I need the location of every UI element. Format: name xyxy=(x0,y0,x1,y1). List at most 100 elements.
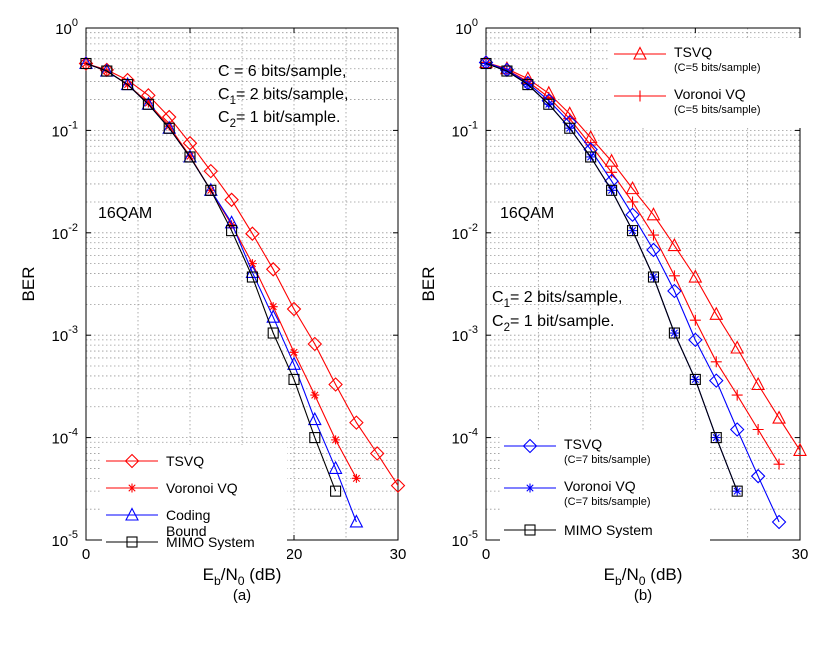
series-4 xyxy=(80,57,342,497)
legend-marker xyxy=(633,46,647,60)
data-point xyxy=(247,259,257,269)
data-point xyxy=(752,423,764,435)
data-point xyxy=(351,473,361,483)
panel-label: (b) xyxy=(634,587,652,604)
y-tick-label: 10-5 xyxy=(452,529,478,550)
series-line xyxy=(485,62,738,492)
data-point xyxy=(224,215,239,229)
legend-label: Bound xyxy=(166,523,206,539)
y-tick-label: 10-2 xyxy=(52,222,78,243)
parameter-note: C2​= 1 bit/sample. xyxy=(218,109,340,130)
y-tick-label: 10-4 xyxy=(452,427,478,448)
legend-label: Voronoi VQ xyxy=(166,480,238,496)
legend-box xyxy=(610,38,802,128)
data-point xyxy=(226,225,238,237)
legend-sublabel: (C=7 bits/sample) xyxy=(564,454,651,466)
data-point xyxy=(78,56,94,71)
legend: TSVQ (C=5 bits/sample) Voronoi VQ (C=5 bits… xyxy=(610,38,802,128)
series-3 xyxy=(478,55,787,530)
x-axis-label: Eb​/N0​ (dB) xyxy=(604,565,683,588)
data-point xyxy=(245,226,260,241)
legend-label: Voronoi VQ xyxy=(564,478,636,494)
series-5 xyxy=(480,57,743,497)
data-point xyxy=(480,57,492,70)
data-point xyxy=(710,356,722,368)
parameter-note: C = 6 bits/sample, xyxy=(218,63,347,80)
data-point xyxy=(564,122,576,134)
data-point xyxy=(751,376,766,391)
data-point xyxy=(689,373,701,385)
data-point xyxy=(688,332,703,348)
data-point xyxy=(647,271,660,283)
data-point xyxy=(288,373,300,385)
legend-label: TSVQ xyxy=(166,453,204,469)
data-point xyxy=(349,415,364,430)
x-axis-label: Eb​/N0​ (dB) xyxy=(203,565,282,588)
series-2 xyxy=(480,57,785,470)
x-tick-label: 30 xyxy=(792,546,809,563)
y-tick-label: 100 xyxy=(55,17,78,38)
data-point xyxy=(625,180,640,195)
data-point xyxy=(522,79,534,91)
parameter-note: C2​= 1 bit/sample. xyxy=(492,313,614,334)
data-point xyxy=(224,192,239,208)
legend-box xyxy=(500,430,710,562)
data-point xyxy=(732,486,742,496)
data-point xyxy=(731,389,743,401)
data-point xyxy=(265,262,281,277)
data-point xyxy=(143,98,153,108)
legend-sublabel: (C=7 bits/sample) xyxy=(564,496,651,508)
data-point xyxy=(80,57,92,70)
data-point xyxy=(606,166,618,178)
legend: TSVQ (C=7 bits/sample) Voronoi VQ (C=7 bits… xyxy=(500,430,710,562)
data-point xyxy=(289,347,299,357)
data-point xyxy=(647,229,659,241)
x-tick-label: 30 xyxy=(390,546,407,563)
legend-label: TSVQ xyxy=(674,44,712,60)
data-point xyxy=(287,356,301,370)
series-line xyxy=(85,62,399,486)
data-point xyxy=(668,327,680,339)
y-axis-label: BER xyxy=(19,267,38,302)
data-point xyxy=(793,442,807,456)
legend-label: MIMO System xyxy=(166,534,255,550)
y-tick-label: 10-4 xyxy=(52,427,78,448)
data-point xyxy=(101,65,113,77)
data-point xyxy=(667,237,682,252)
legend-marker xyxy=(124,453,140,469)
y-tick-label: 100 xyxy=(455,17,478,38)
series-line xyxy=(485,61,780,523)
data-point xyxy=(164,121,174,131)
data-point xyxy=(205,184,217,196)
data-point xyxy=(307,336,323,352)
data-point xyxy=(627,196,639,208)
data-point xyxy=(203,163,219,179)
data-point xyxy=(328,377,343,392)
data-point xyxy=(266,309,281,323)
data-point xyxy=(286,301,302,317)
data-point xyxy=(773,458,785,470)
data-point xyxy=(328,460,343,474)
legend-sublabel: (C=5 bits/sample) xyxy=(674,62,761,74)
series-line xyxy=(485,61,801,451)
x-tick-label: 0 xyxy=(482,546,490,563)
y-axis-label: BER xyxy=(419,267,438,302)
legend-label: Coding xyxy=(166,507,210,523)
y-tick-label: 10-3 xyxy=(52,324,78,345)
legend-marker xyxy=(525,483,535,493)
data-point xyxy=(122,79,134,91)
data-point xyxy=(227,220,237,230)
data-point xyxy=(710,432,722,444)
y-tick-label: 10-1 xyxy=(452,119,478,140)
panel-b: 010203010010-110-210-310-410-5Eb​/N0​ (d… xyxy=(419,17,808,604)
parameter-note: C1​= 2 bits/sample, xyxy=(492,289,622,310)
data-point xyxy=(646,207,661,221)
data-point xyxy=(585,151,597,163)
legend-label: Voronoi VQ xyxy=(674,86,746,102)
data-point xyxy=(501,65,513,77)
y-tick-label: 10-2 xyxy=(452,222,478,243)
data-point xyxy=(709,306,724,320)
y-tick-label: 10-1 xyxy=(52,119,78,140)
legend-marker xyxy=(634,90,646,102)
data-point xyxy=(330,485,342,497)
